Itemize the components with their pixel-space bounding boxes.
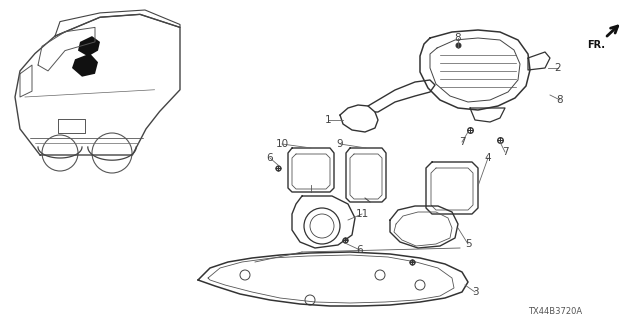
Text: TX44B3720A: TX44B3720A: [528, 308, 582, 316]
Text: FR.: FR.: [587, 40, 605, 50]
Text: 9: 9: [337, 139, 343, 149]
Text: 6: 6: [267, 153, 273, 163]
Text: 4: 4: [484, 153, 492, 163]
Polygon shape: [72, 53, 98, 77]
Text: 11: 11: [355, 209, 369, 219]
Text: 1: 1: [324, 115, 332, 125]
Text: 2: 2: [555, 63, 561, 73]
Text: 8: 8: [557, 95, 563, 105]
Text: 6: 6: [356, 245, 364, 255]
Text: 5: 5: [465, 239, 471, 249]
Polygon shape: [78, 36, 100, 56]
Text: 7: 7: [459, 137, 465, 147]
Text: 8: 8: [454, 33, 461, 43]
Text: 10: 10: [275, 139, 289, 149]
Text: 7: 7: [502, 147, 508, 157]
Text: 3: 3: [472, 287, 478, 297]
